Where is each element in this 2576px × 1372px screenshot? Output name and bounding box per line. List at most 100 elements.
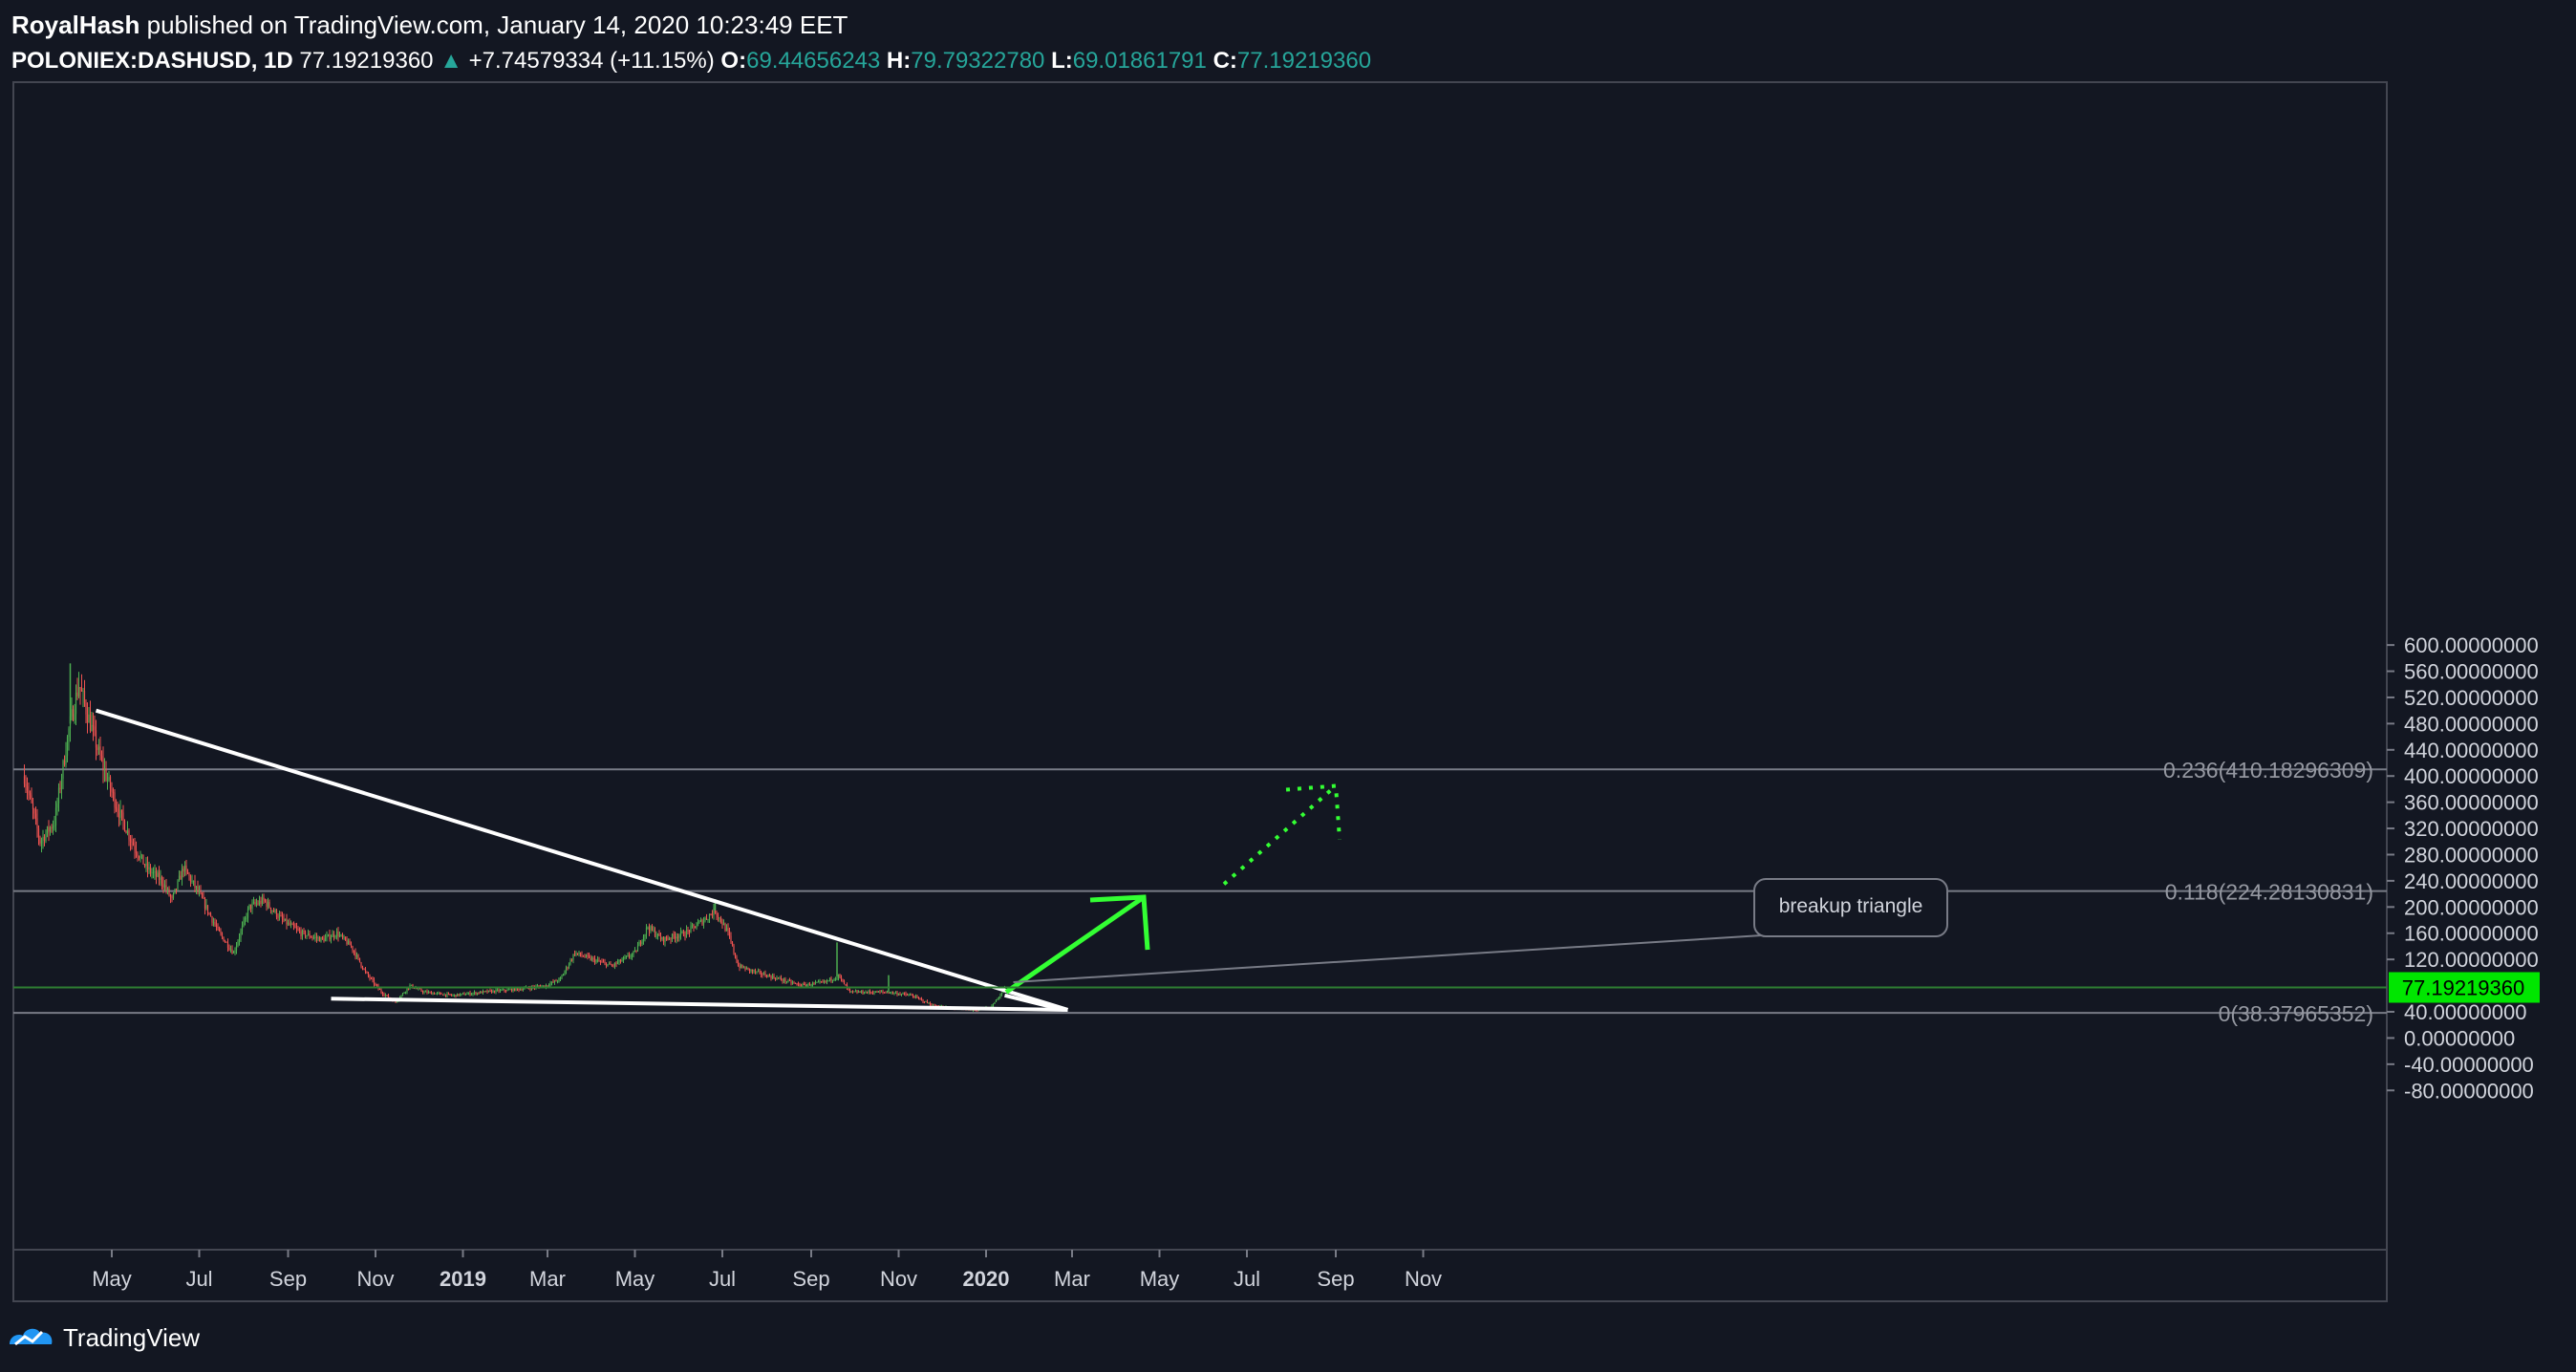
y-tick-label: 160.00000000 [2404, 922, 2539, 946]
candle-body [906, 994, 909, 996]
candle-body [570, 959, 573, 961]
candle-body [648, 927, 651, 932]
candle-body [327, 933, 330, 936]
candle-body [879, 991, 881, 993]
candle-body [277, 916, 279, 918]
footer-brand[interactable]: TradingView [8, 1317, 200, 1359]
candle-body [330, 936, 333, 940]
candle-body [212, 922, 215, 924]
candle-body [71, 709, 73, 717]
candle-body [701, 919, 703, 925]
candle-body [631, 954, 633, 957]
candle-body [307, 933, 310, 936]
candle-body [549, 983, 551, 986]
high-label: H: [886, 48, 912, 74]
candle-body [931, 1004, 933, 1006]
candle-body [427, 992, 430, 994]
candle-body [352, 946, 354, 951]
candle-body [882, 991, 884, 993]
candle-body [415, 988, 417, 990]
candle-body [741, 964, 743, 968]
candle-body [759, 971, 761, 973]
candle-body [492, 990, 494, 993]
time-axis[interactable]: May Jul Sep Nov 2019 Mar May Jul Sep Nov 2020 Mar Ma… [92, 1250, 1442, 1291]
candle-body [99, 746, 101, 757]
candle-body [478, 992, 480, 994]
candle-body [670, 938, 672, 940]
candle-body [321, 937, 324, 939]
candle-body [416, 988, 419, 990]
candle-body [29, 793, 32, 796]
candle-body [89, 714, 92, 732]
candle-body [329, 933, 331, 940]
candle-body [174, 889, 176, 893]
candle-body [545, 985, 547, 988]
candle-body [512, 988, 514, 992]
candle-body [254, 902, 256, 905]
y-tick-label: 120.00000000 [2404, 948, 2539, 972]
candle-body [175, 889, 178, 890]
callout-box[interactable] [1753, 878, 1948, 937]
candle-body [188, 873, 190, 877]
candle-body [727, 928, 729, 932]
candle-body [347, 940, 350, 945]
candle-body [201, 892, 204, 898]
candle-body [131, 841, 133, 843]
candle-series[interactable] [23, 663, 1006, 1012]
x-tick-label: Nov [356, 1267, 394, 1291]
candle-body [32, 803, 34, 809]
candle-body [158, 872, 161, 880]
candle-body [719, 917, 722, 922]
candle-body [120, 809, 123, 813]
candle-body [462, 993, 464, 995]
candle-body [793, 982, 795, 984]
x-tick-label: May [92, 1267, 132, 1291]
x-tick-label: Sep [269, 1267, 307, 1291]
publish-line: RoyalHash published on TradingView.com, … [11, 6, 1371, 44]
candle-body [717, 914, 719, 918]
candle-body [676, 936, 679, 938]
candle-body [264, 899, 267, 902]
candle-body [553, 980, 556, 983]
candle-body [908, 995, 910, 997]
candle-body [552, 981, 554, 983]
candle-body [642, 936, 645, 942]
price-axis[interactable]: 600.00000000 560.00000000520.00000000480.… [2387, 633, 2539, 1103]
candle-body [576, 953, 579, 954]
x-tick-label: Nov [880, 1267, 917, 1291]
candle-body [711, 914, 714, 916]
symbol-label[interactable]: POLONIEX:DASHUSD, 1D [11, 48, 293, 74]
candle-body [822, 981, 824, 983]
candle-body [731, 941, 734, 946]
candle-body [182, 868, 184, 872]
candle-body [470, 994, 473, 996]
candle-body [337, 931, 339, 937]
candle-body [37, 828, 40, 838]
candle-body [598, 959, 600, 962]
candle-body [840, 976, 843, 979]
candle-body [900, 994, 903, 996]
candle-body [23, 776, 26, 784]
candle-body [157, 872, 159, 877]
candle-body [275, 910, 278, 917]
candle-body [185, 865, 187, 870]
candle-body [366, 971, 368, 974]
candle-body [128, 830, 130, 840]
candle-body [82, 691, 84, 693]
candle-body [407, 988, 410, 990]
author-name[interactable]: RoyalHash [11, 11, 140, 39]
y-tick-label: 280.00000000 [2404, 843, 2539, 867]
candle-body [309, 933, 311, 937]
trend-line [1004, 993, 1064, 1012]
candle-body [476, 992, 479, 995]
candle-body [774, 977, 777, 979]
candle-body [856, 991, 858, 993]
candle-body [26, 786, 29, 791]
candle-body [721, 921, 723, 926]
candle-body [564, 971, 566, 975]
target-arrow-dotted [1222, 784, 1338, 886]
candle-body [573, 954, 576, 955]
candle-body [625, 955, 628, 957]
candle-body [152, 871, 155, 873]
